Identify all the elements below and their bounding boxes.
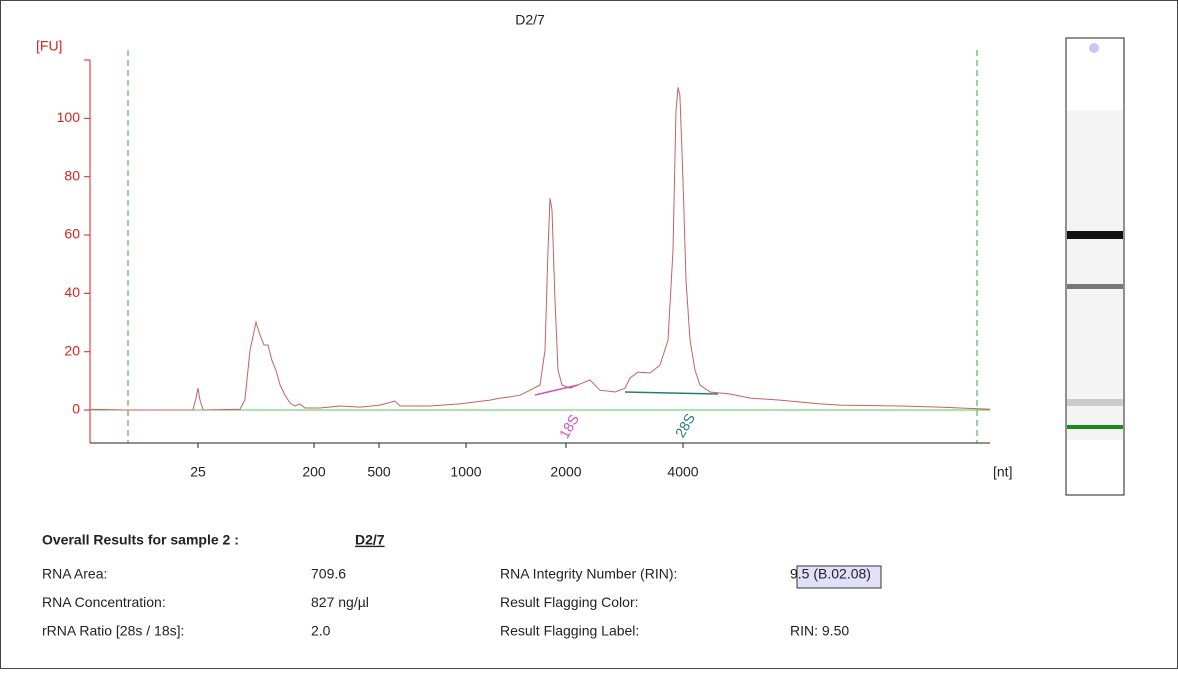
chart-title: D2/7 xyxy=(515,12,545,28)
result-value: 709.6 xyxy=(311,566,346,582)
x-tick-label: 2000 xyxy=(550,464,581,480)
result-label: Result Flagging Color: xyxy=(500,594,639,610)
y-tick-label: 40 xyxy=(64,284,80,300)
y-axis-label: [FU] xyxy=(36,38,62,54)
band xyxy=(1067,399,1123,406)
band xyxy=(1067,425,1123,429)
lane-smear xyxy=(1067,110,1123,440)
band xyxy=(1067,284,1123,289)
band xyxy=(1067,231,1123,239)
result-value: 9.5 (B.02.08) xyxy=(790,566,871,582)
x-tick-label: 200 xyxy=(302,464,326,480)
x-tick-label: 500 xyxy=(367,464,391,480)
y-tick-label: 80 xyxy=(64,167,80,183)
result-label: Result Flagging Label: xyxy=(500,623,639,639)
screen: D2/7 [FU] [nt] 18S 28S Overall Results f… xyxy=(0,0,1178,669)
y-tick-label: 60 xyxy=(64,226,80,242)
result-value: RIN: 9.50 xyxy=(790,623,849,639)
result-label: RNA Integrity Number (RIN): xyxy=(500,566,677,582)
results-sample: D2/7 xyxy=(355,532,385,548)
x-axis-label: [nt] xyxy=(993,464,1012,480)
x-tick-label: 4000 xyxy=(667,464,698,480)
lane-dot xyxy=(1089,43,1099,53)
y-tick-label: 0 xyxy=(72,401,80,417)
x-tick-label: 1000 xyxy=(450,464,481,480)
y-tick-label: 100 xyxy=(57,109,81,125)
result-label: RNA Area: xyxy=(42,566,107,582)
gel-lane xyxy=(1066,38,1124,495)
result-value: 827 ng/µl xyxy=(311,594,369,610)
y-tick-label: 20 xyxy=(64,342,80,358)
x-tick-label: 25 xyxy=(190,464,206,480)
result-label: rRNA Ratio [28s / 18s]: xyxy=(42,623,184,639)
results-title: Overall Results for sample 2 : xyxy=(42,532,239,548)
result-value: 2.0 xyxy=(311,623,331,639)
result-label: RNA Concentration: xyxy=(42,594,166,610)
